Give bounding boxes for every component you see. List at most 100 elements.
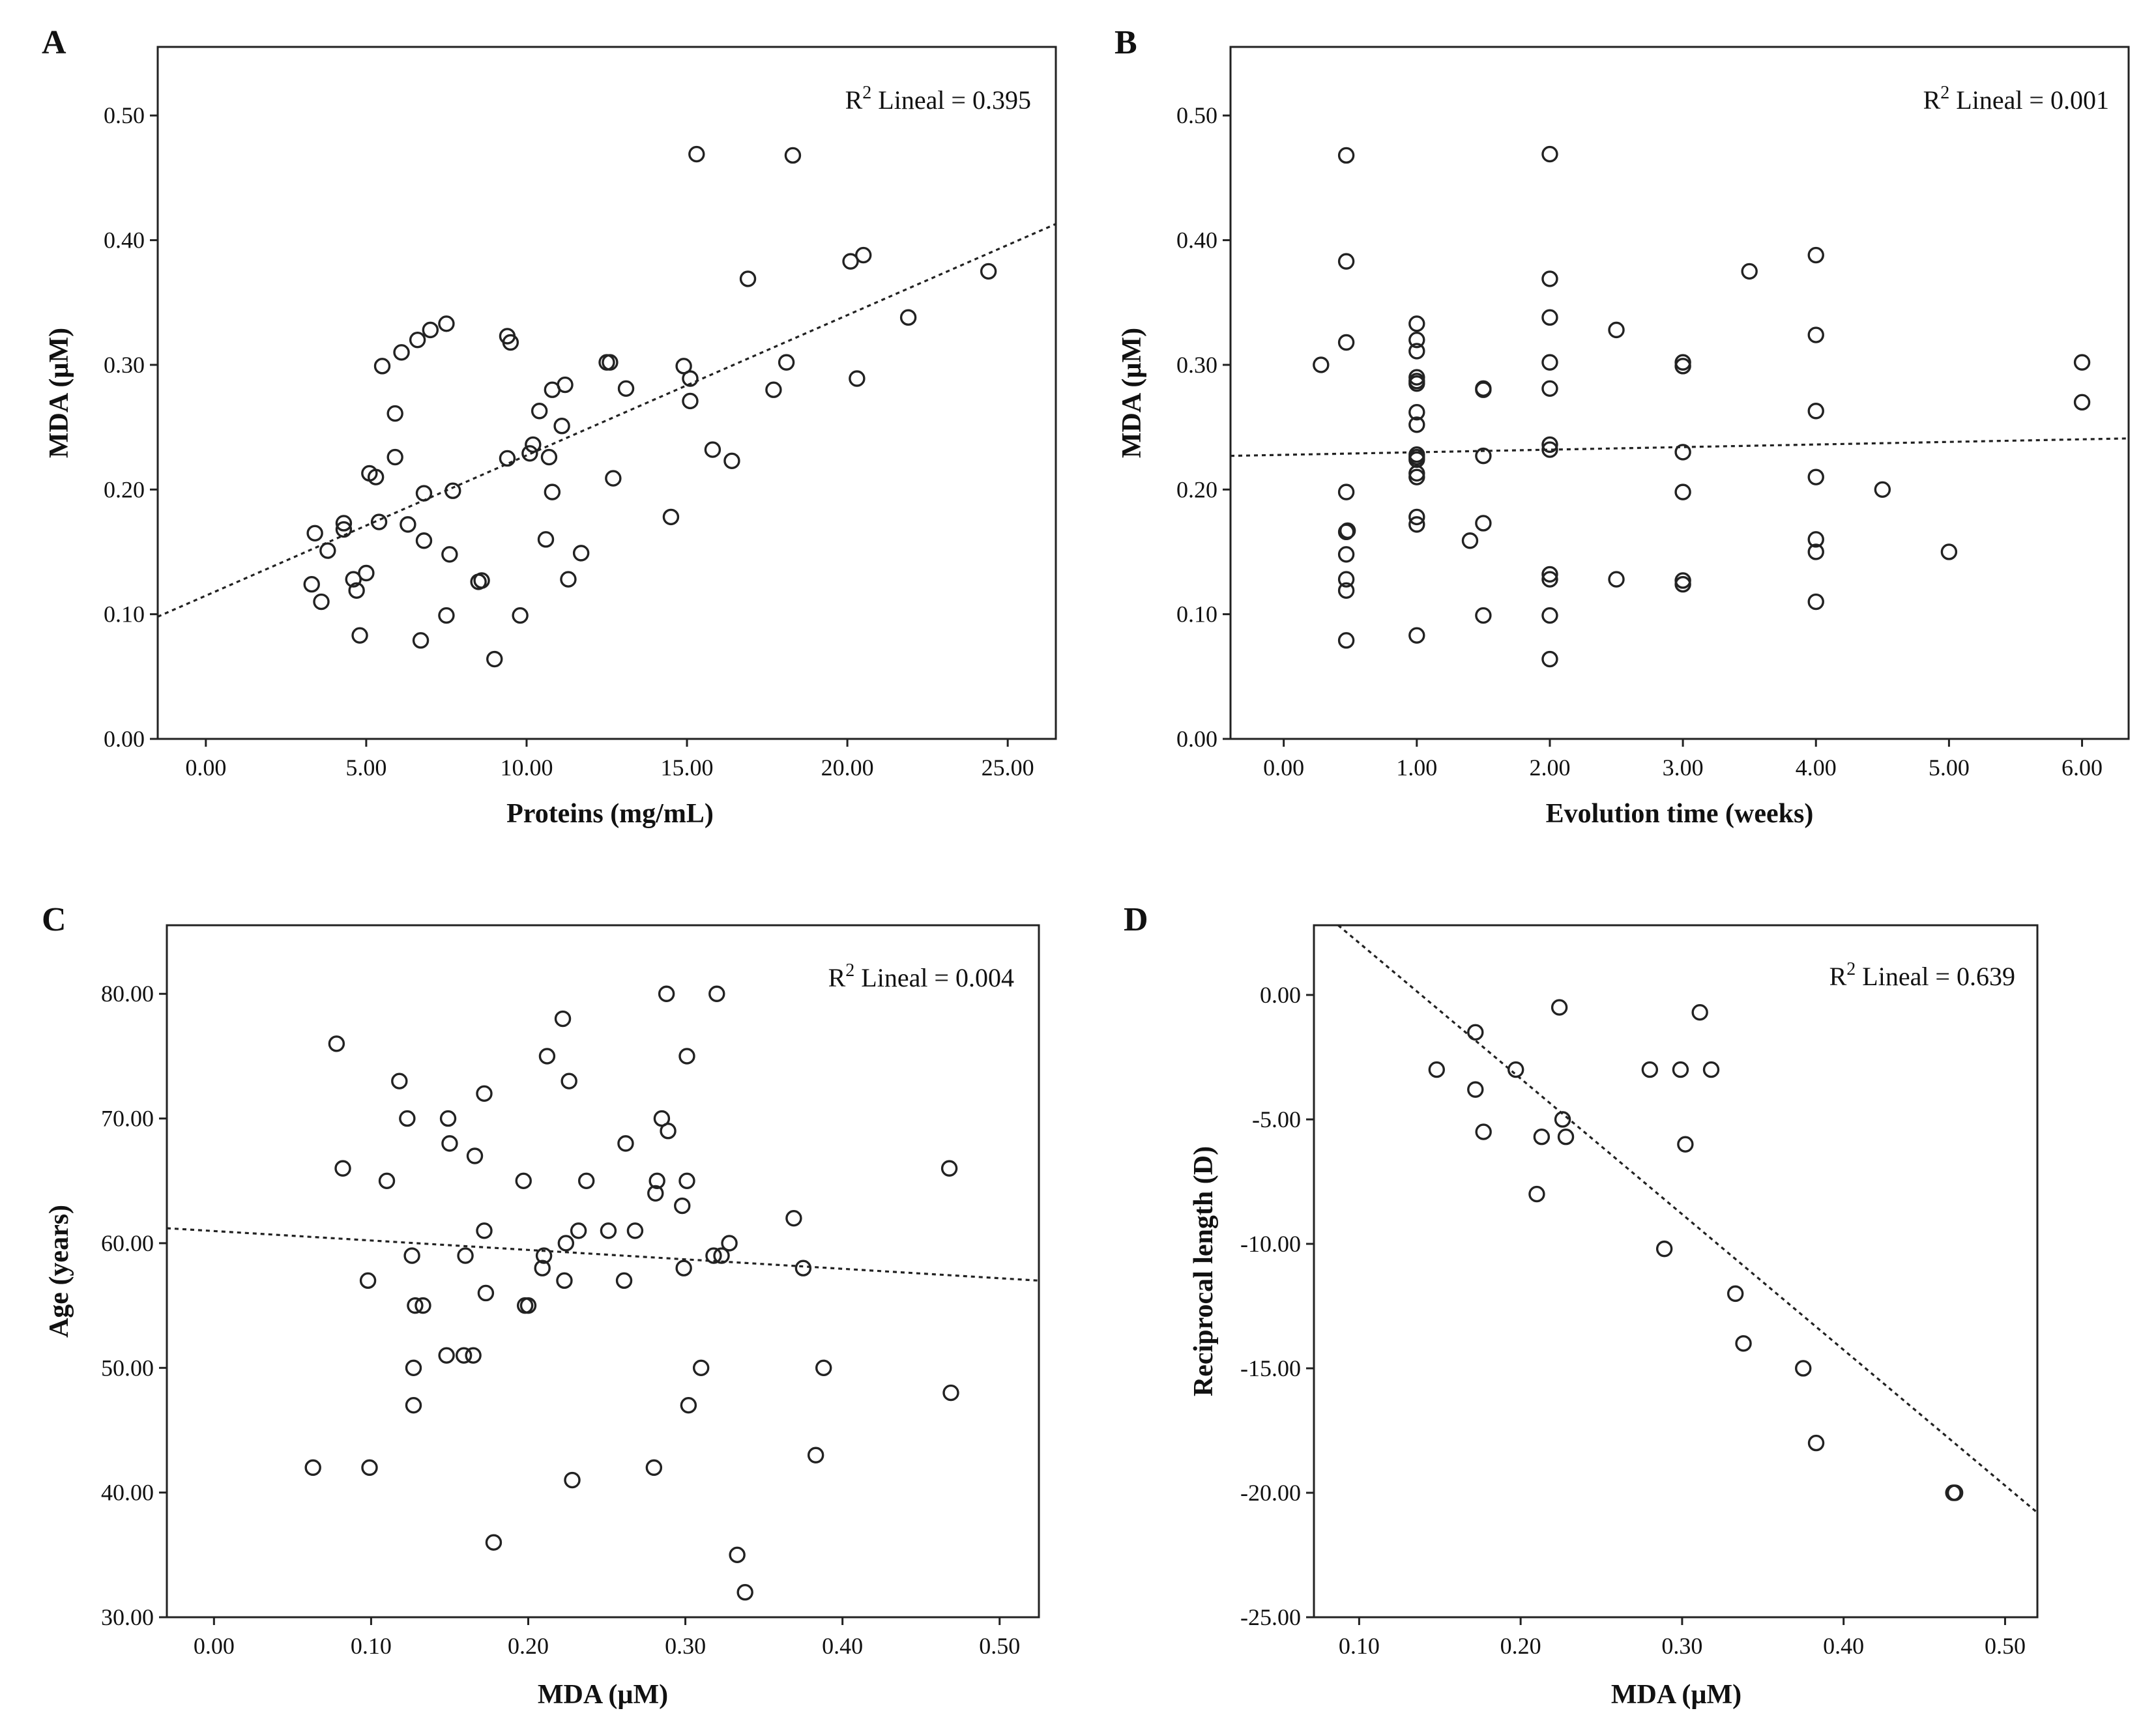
panel-b-data-point	[1337, 334, 1355, 351]
panel-a-plot-frame	[156, 46, 1057, 740]
panel-a-letter: A	[42, 24, 66, 61]
panel-c-data-point	[405, 1359, 422, 1376]
panel-d-data-point	[1735, 1335, 1752, 1352]
panel-d-data-point	[1557, 1129, 1575, 1145]
panel-a-x-tick-label: 5.00	[345, 755, 386, 781]
panel-b-y-tick-label: 0.50	[1176, 102, 1217, 128]
panel-a-y-tick-label: 0.30	[104, 352, 145, 378]
panel-b-data-point	[1807, 403, 1824, 420]
panel-d-data-point	[1533, 1129, 1551, 1145]
panel-b-data-point	[1337, 632, 1355, 649]
panel-c-letter: C	[42, 901, 66, 938]
panel-a-data-point	[386, 405, 403, 422]
panel-c-x-tick-label: 0.40	[822, 1633, 863, 1659]
panel-a-data-point	[335, 521, 353, 538]
panel-b-y-axis-title: MDA (µM)	[1117, 328, 1147, 458]
panel-c-y-tick-label: 70.00	[101, 1106, 154, 1132]
panel-c-data-point	[359, 1272, 377, 1289]
panel-b-fit-line	[1230, 437, 2129, 457]
panel-c-data-point	[678, 1048, 695, 1065]
panel-a-data-point	[499, 450, 516, 467]
panel-d-x-tick-label: 0.20	[1500, 1633, 1541, 1659]
panel-d-data-point	[1551, 999, 1568, 1016]
panel-b-x-tick-label: 4.00	[1796, 755, 1837, 781]
panel-a-data-point	[849, 370, 866, 387]
panel-c-r2-superscript: 2	[845, 960, 854, 981]
panel-d-x-tick-label: 0.40	[1823, 1633, 1864, 1659]
panel-b-data-point	[1408, 416, 1425, 433]
panel-c-data-point	[577, 1172, 595, 1189]
panel-c-data-point	[645, 1459, 663, 1476]
panel-c-y-tick-label: 30.00	[101, 1604, 154, 1630]
panel-d-x-tick-label: 0.30	[1661, 1633, 1702, 1659]
panel-c-data-point	[361, 1459, 378, 1476]
panel-c-data-point	[705, 1247, 722, 1264]
panel-c-x-tick-label: 0.20	[508, 1633, 549, 1659]
panel-d-x-tick-label: 0.10	[1339, 1633, 1380, 1659]
panel-a-data-point	[560, 571, 577, 588]
panel-c-data-point	[466, 1147, 484, 1164]
panel-c-data-point	[674, 1197, 691, 1215]
panel-c-data-point	[564, 1471, 581, 1489]
panel-d-letter: D	[1124, 901, 1148, 938]
panel-c-data-point	[554, 1010, 572, 1028]
panel-c-x-axis-title: MDA (µM)	[538, 1680, 668, 1710]
panel-a-x-tick-label: 20.00	[821, 755, 874, 781]
panel-c-data-point	[617, 1135, 634, 1152]
panel-c-data-point	[785, 1209, 802, 1227]
panel-d-r2-superscript: 2	[1846, 959, 1856, 979]
panel-d-data-point	[1467, 1024, 1484, 1041]
panel-a-data-point	[306, 525, 323, 541]
panel-d-data-point	[1726, 1285, 1744, 1303]
panel-c-data-point	[794, 1260, 812, 1276]
panel-a-data-point	[473, 572, 490, 589]
panel-a-data-point	[572, 545, 590, 562]
panel-c-plot-frame	[166, 924, 1040, 1619]
panel-a-data-point	[765, 381, 782, 398]
panel-a-data-point	[400, 516, 416, 533]
panel-d-plot-frame	[1313, 924, 2039, 1619]
panel-a-x-tick-label: 0.00	[185, 755, 226, 781]
panel-b-data-point	[1541, 566, 1558, 583]
panel-a-data-point	[531, 403, 548, 420]
panel-c-data-point	[557, 1235, 575, 1252]
panel-a-x-tick-label: 10.00	[500, 755, 553, 781]
panel-a-data-point	[367, 468, 385, 485]
panel-b-data-point	[1541, 309, 1558, 326]
panel-c-data-point	[660, 1123, 677, 1140]
panel-b-x-tick-label: 6.00	[2061, 755, 2103, 781]
panel-a-x-axis-title: Proteins (mg/mL)	[506, 799, 714, 829]
panel-c-data-point	[485, 1534, 503, 1551]
panel-d-r2-text: Lineal = 0.639	[1856, 962, 2015, 991]
panel-a-data-point	[662, 508, 680, 526]
panel-c-data-point	[680, 1397, 697, 1414]
panel-a-data-point	[778, 354, 795, 371]
panel-c-y-tick-label: 50.00	[101, 1355, 154, 1381]
panel-a-data-point	[345, 571, 362, 588]
panel-b-data-point	[1337, 523, 1355, 541]
panel-d: D R2 Lineal = 0.639 MDA (µM) Reciprocal …	[1124, 901, 2039, 1710]
panel-a-data-point	[373, 358, 391, 375]
panel-c-data-point	[399, 1110, 416, 1127]
panel-a-data-point	[351, 627, 368, 644]
panel-b-y-tick-label: 0.40	[1176, 227, 1217, 253]
panel-b-data-point	[2073, 394, 2091, 411]
panel-c-r2-annotation: R2 Lineal = 0.004	[828, 960, 1014, 992]
panel-b-data-point	[1408, 403, 1425, 421]
panel-b-data-point	[1541, 441, 1558, 458]
panel-c-data-point	[477, 1284, 495, 1302]
panel-b-data-point	[1337, 571, 1355, 588]
panel-b-data-point	[1674, 576, 1691, 593]
panel-b-data-point	[1408, 375, 1425, 392]
panel-c-x-tick-label: 0.00	[194, 1633, 235, 1659]
panel-c-data-point	[455, 1347, 473, 1364]
panel-b-data-point	[1541, 607, 1558, 624]
panel-c-data-point	[729, 1546, 746, 1564]
panel-a-r2-prefix: R	[845, 85, 863, 115]
panel-b-data-point	[1608, 571, 1625, 588]
panel-b-data-point	[1807, 593, 1824, 611]
panel-b-data-point	[1408, 315, 1425, 332]
panel-b-marks: 0.00 1.00 2.00 3.00 4.00 5.00 6.00 0.00 0.10 0.20…	[1176, 102, 2129, 781]
panel-b-data-point	[1741, 263, 1758, 280]
panel-b-data-point	[1807, 468, 1824, 485]
